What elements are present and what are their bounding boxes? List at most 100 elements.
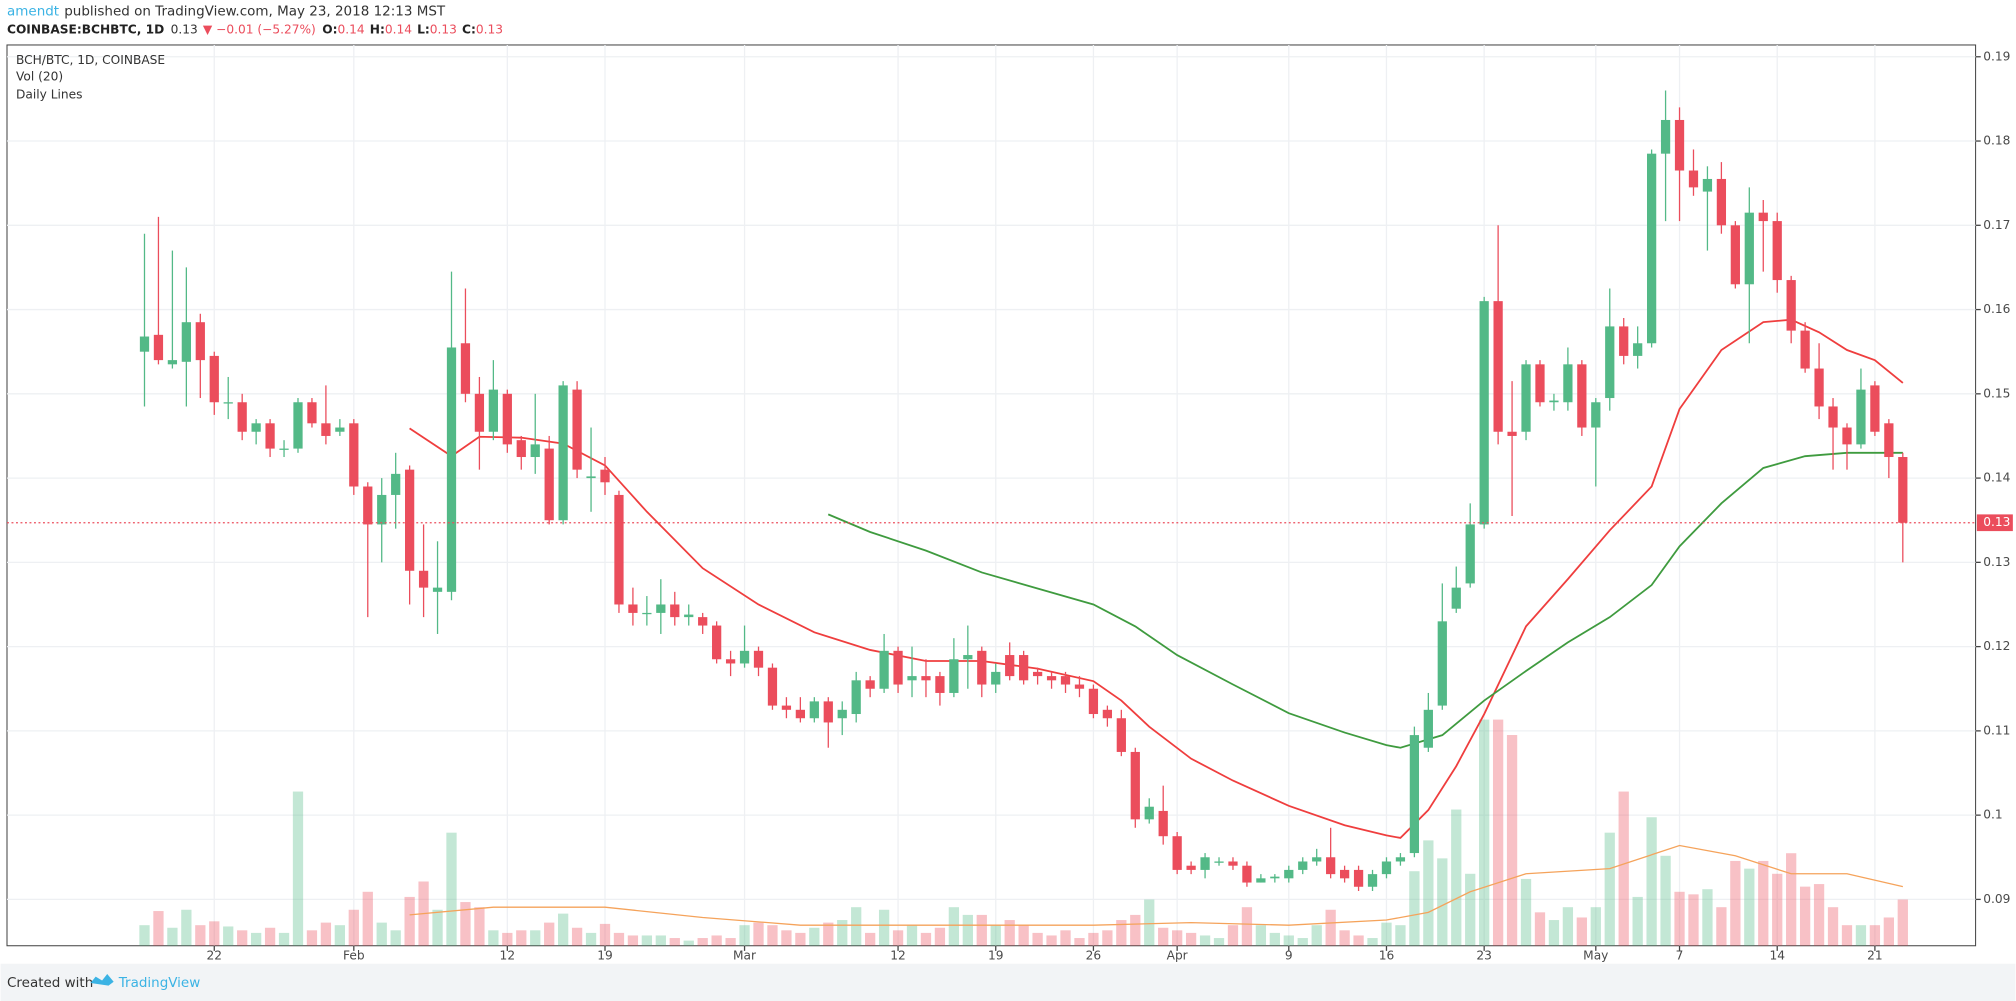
candle-body [1814, 368, 1824, 407]
footer-created: Created with [7, 975, 93, 991]
candle-body [502, 393, 512, 445]
candle-body [1158, 810, 1168, 837]
candle-body [1242, 865, 1252, 883]
volume-bar [1199, 935, 1211, 946]
candle-body [1842, 427, 1852, 445]
volume-bar [237, 930, 248, 946]
candle-body [1674, 119, 1685, 171]
footer-brand[interactable]: TradingView [118, 975, 200, 991]
symbol: COINBASE:BCHBTC, 1D [7, 22, 164, 36]
volume-bar [781, 930, 792, 946]
volume-bar [1004, 920, 1015, 946]
candle-body [851, 680, 861, 715]
volume-bar [711, 935, 722, 946]
volume-bar [1283, 935, 1294, 946]
volume-bar [823, 922, 834, 946]
volume-bar [488, 930, 499, 946]
candle-body [391, 473, 401, 495]
candle-body [1270, 876, 1280, 879]
y-tick-label: 0.09 [1983, 892, 2010, 906]
candle-body [977, 650, 987, 685]
y-tick-label: 0.17 [1983, 218, 2010, 232]
volume-bar [1074, 938, 1085, 946]
candle-body [544, 448, 554, 521]
candle-body [907, 676, 917, 681]
candle-body [405, 469, 415, 571]
x-tick-label: 14 [1769, 949, 1785, 963]
candle-body [1074, 684, 1085, 689]
candle-body [767, 667, 778, 706]
volume-bar [1367, 938, 1378, 946]
volume-bar [1897, 899, 1908, 946]
x-tick-label: 12 [890, 949, 906, 963]
volume-bar [1018, 925, 1029, 946]
volume-bar [320, 922, 332, 946]
candle-body [1577, 364, 1587, 428]
x-tick-label: 26 [1086, 949, 1102, 963]
candle-body [1507, 431, 1517, 436]
ohlc-value: 0.13 [430, 22, 457, 36]
y-tick-label: 0.14 [1983, 471, 2010, 485]
last-price-label: 0.13 [1983, 515, 2010, 529]
volume-bar [1688, 894, 1699, 946]
volume-bar [474, 907, 485, 946]
volume-bar [334, 925, 346, 946]
volume-bar [1730, 860, 1741, 946]
volume-bar [209, 921, 220, 946]
ohlc-label: H: [370, 22, 385, 36]
volume-bar [865, 932, 876, 946]
candle-body [377, 494, 387, 525]
symbol-line: COINBASE:BCHBTC, 1D 0.13 ▼ −0.01 (−5.27%) O… [7, 22, 503, 36]
legend-lines: Daily Lines [16, 88, 82, 102]
volume-bar [878, 909, 890, 946]
candle-body [251, 423, 261, 432]
candle-body [363, 486, 373, 525]
volume-bar [1409, 871, 1420, 946]
volume-bar [1618, 791, 1629, 946]
candle-body [1702, 178, 1713, 192]
volume-bar [1479, 719, 1490, 946]
volume-bar [1102, 930, 1113, 946]
volume-bar [278, 932, 290, 946]
volume-bar [837, 920, 848, 946]
volume-bar [1534, 912, 1546, 946]
candle-body [1200, 857, 1210, 870]
x-tick-label: Feb [343, 949, 365, 963]
y-tick-label: 0.15 [1983, 386, 2010, 400]
volume-bar [627, 935, 639, 946]
candle-body [1298, 861, 1308, 870]
candle-body [921, 676, 931, 681]
volume-bar [906, 925, 918, 946]
volume-bar [1339, 930, 1350, 946]
volume-bar [223, 926, 234, 946]
candle-body [991, 671, 1001, 685]
volume-bar [404, 896, 415, 946]
candle-body [586, 476, 596, 479]
x-tick-label: 19 [988, 949, 1004, 963]
y-tick-label: 0.18 [1983, 134, 2010, 148]
x-tick-label: Mar [733, 949, 757, 963]
candle-body [642, 612, 652, 615]
volume-bar [292, 791, 304, 946]
volume-bar [948, 907, 960, 946]
chart-title: BCH/BTC, 1D, COINBASE [16, 53, 165, 67]
volume-bar [767, 925, 778, 946]
author[interactable]: amendt [7, 4, 59, 20]
x-tick-label: May [1583, 949, 1608, 963]
candle-body [1479, 301, 1489, 525]
published: published on TradingView.com, May 23, 20… [64, 4, 446, 20]
candle-body [1451, 587, 1461, 609]
volume-bar [1172, 930, 1183, 946]
candle-body [1046, 676, 1057, 681]
candle-body [1228, 861, 1238, 866]
candle-body [1633, 343, 1643, 356]
volume-bar [599, 923, 611, 946]
candle-body [558, 385, 568, 521]
x-tick-label: 9 [1285, 949, 1293, 963]
candle-body [1144, 806, 1154, 820]
candle-body [935, 676, 945, 693]
candle-body [181, 322, 191, 362]
volume-bar [1841, 925, 1853, 946]
volume-bar [1046, 935, 1057, 946]
candle-body [223, 402, 233, 404]
